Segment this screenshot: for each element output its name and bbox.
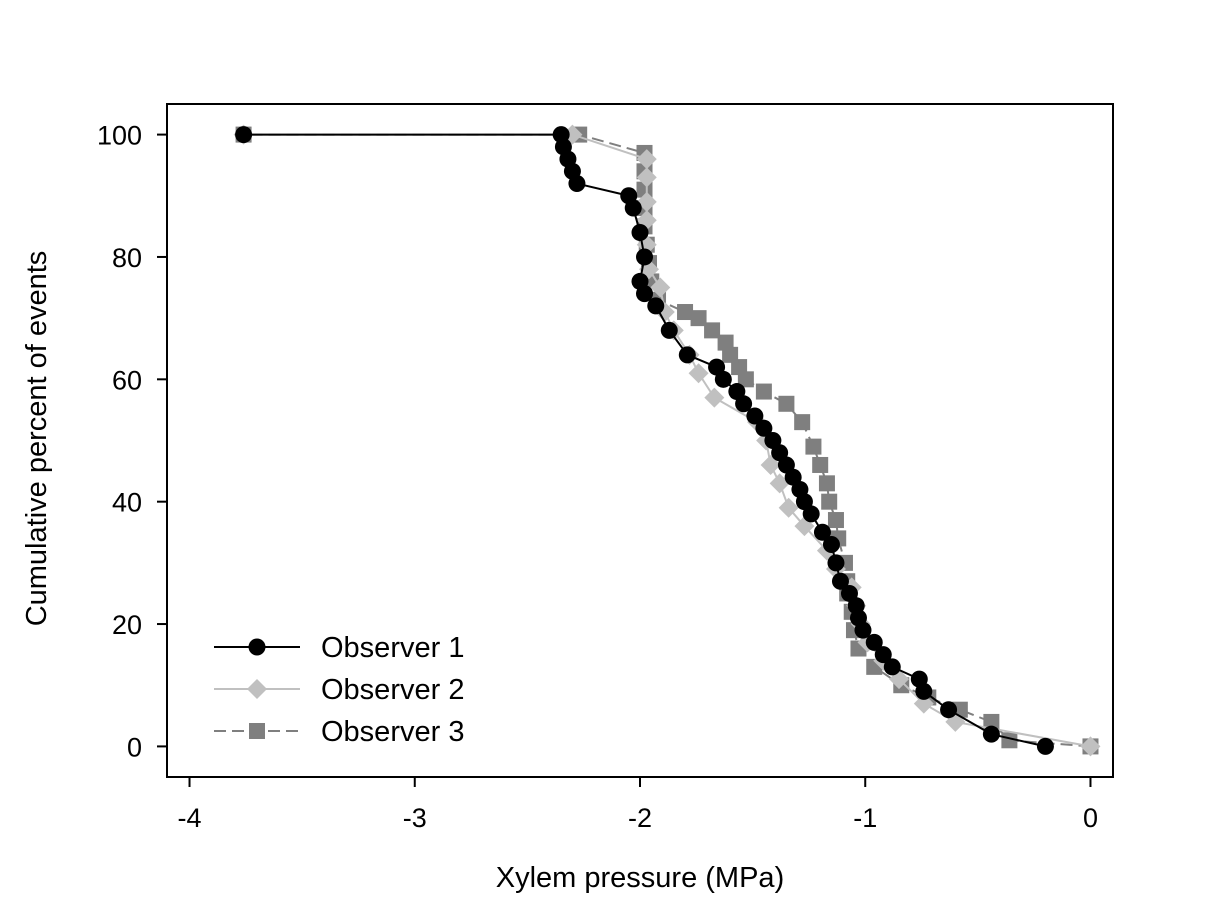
y-tick-label: 40 [112,488,142,518]
data-point [822,536,840,554]
data-point [983,713,1000,730]
data-point [1001,732,1018,749]
data-point [831,572,849,590]
legend-item: Observer 2 [214,674,464,706]
data-point [737,371,754,388]
data-point [636,191,657,212]
data-point [731,359,748,376]
x-axis: -4 -3 -2 -1 0 [178,777,1098,833]
legend-marker [247,679,267,699]
data-point [755,383,772,400]
data-point [827,512,844,529]
data-point [688,363,709,384]
data-point [910,670,928,688]
y-axis-title: Cumulative percent of events [21,251,53,627]
legend: Observer 1 Observer 2 Observer 3 [214,632,464,748]
legend-item: Observer 1 [214,632,464,664]
y-tick-label: 20 [112,610,142,640]
legend-marker [249,723,265,739]
legend-label: Observer 2 [321,674,464,706]
data-point [704,322,721,339]
data-point [865,633,883,651]
data-point [812,456,829,473]
series-1 [235,126,1054,755]
data-point [704,387,725,408]
data-point [746,407,764,425]
data-point [552,126,570,144]
y-tick-label: 80 [112,243,142,273]
data-point [678,346,696,364]
data-point [708,358,726,376]
data-point [794,414,811,431]
data-point [650,277,671,298]
data-point [235,126,253,144]
data-point [840,584,858,602]
x-tick-label: -4 [178,803,202,833]
data-point [660,321,678,339]
data-point [769,473,790,494]
data-point [717,334,734,351]
data-point [778,395,795,412]
data-point [813,523,831,541]
y-tick-label: 60 [112,365,142,395]
data-point [677,304,694,321]
data-point [821,493,838,510]
data-point [636,167,657,188]
data-point [874,646,892,664]
x-axis-title: Xylem pressure (MPa) [496,862,784,894]
data-point [690,310,707,327]
data-point [883,658,901,676]
legend-marker [248,638,266,656]
legend-label: Observer 1 [321,632,464,664]
x-tick-label: 0 [1083,803,1098,833]
series-3 [235,126,1099,755]
data-point [1036,737,1054,755]
y-axis: 0 20 40 60 80 100 [97,121,167,762]
x-tick-label: -1 [853,803,877,833]
data-point [982,725,1000,743]
data-point [940,701,958,719]
data-point [755,419,773,437]
data-point [631,223,649,241]
series-layer [233,124,1101,757]
x-tick-label: -2 [628,803,652,833]
y-tick-label: 0 [127,732,142,762]
data-point [818,475,835,492]
data-point [636,149,657,170]
data-point [631,272,649,290]
data-point [764,432,782,449]
data-point [722,346,739,363]
data-point [1080,736,1101,757]
data-point [647,297,665,315]
data-point [805,438,822,455]
data-point [620,187,638,205]
legend-label: Observer 3 [321,716,464,748]
data-point [728,383,746,401]
y-tick-label: 100 [97,121,142,151]
data-point [636,248,654,266]
data-point [827,554,845,572]
data-point [778,497,799,518]
data-point [913,693,934,714]
legend-item: Observer 3 [214,716,464,748]
x-tick-label: -3 [403,803,427,833]
